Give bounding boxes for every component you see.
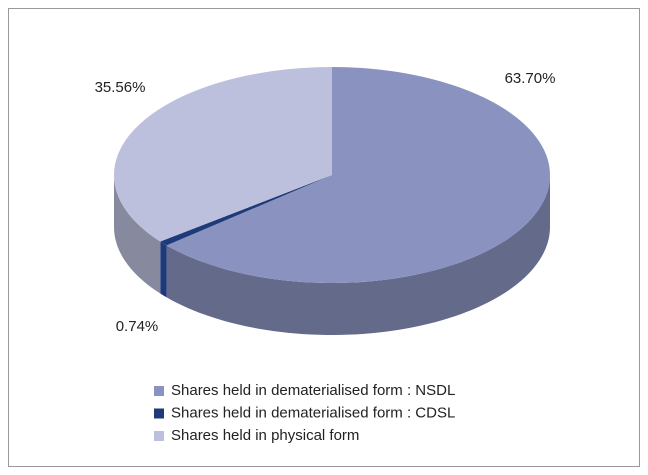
legend-label: Shares held in dematerialised form : CDS… [171, 404, 455, 421]
legend-swatch [154, 386, 164, 396]
pie-slice-side [114, 175, 161, 294]
pie-slice [160, 175, 332, 246]
legend-swatch [154, 408, 164, 419]
legend-label: Shares held in physical form [171, 427, 359, 444]
data-label: 0.74% [116, 318, 159, 335]
legend-swatch [154, 431, 164, 441]
legend-label: Shares held in dematerialised form : NSD… [171, 382, 455, 399]
pie-slice-side [160, 241, 167, 298]
pie-slice-side [166, 175, 550, 335]
data-label: 35.56% [95, 79, 146, 96]
pie-slice [166, 67, 550, 283]
pie-slice [114, 67, 332, 242]
data-label: 63.70% [505, 70, 556, 87]
